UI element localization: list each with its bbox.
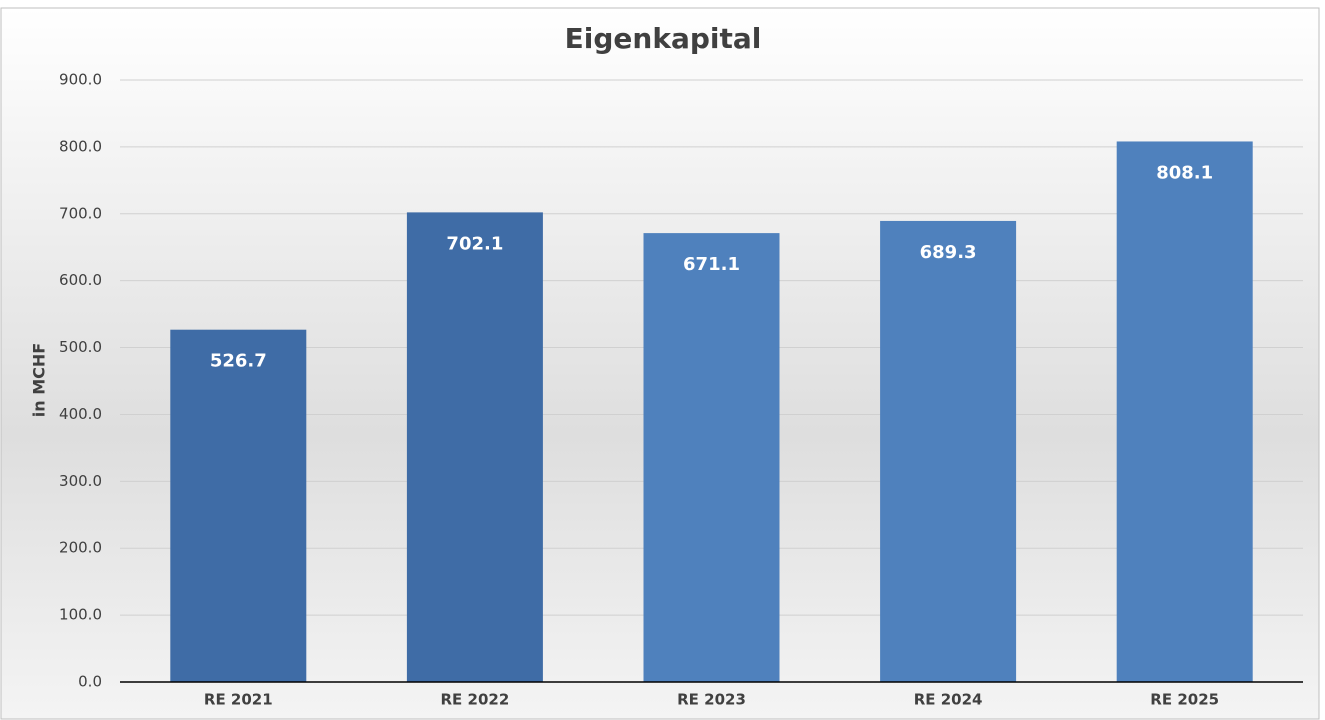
x-tick-label: RE 2024 — [914, 691, 983, 709]
x-tick-label: RE 2025 — [1150, 691, 1219, 709]
y-tick-label: 200.0 — [59, 539, 102, 557]
y-tick-label: 0.0 — [78, 673, 102, 691]
data-label: 671.1 — [683, 254, 740, 275]
data-label: 808.1 — [1156, 162, 1213, 183]
data-label: 702.1 — [446, 233, 503, 254]
chart-title: Eigenkapital — [565, 22, 762, 55]
data-label: 526.7 — [210, 351, 267, 372]
bar — [880, 220, 1017, 683]
y-tick-label: 100.0 — [59, 606, 102, 624]
y-tick-label: 700.0 — [59, 204, 102, 222]
x-tick-label: RE 2023 — [677, 691, 746, 709]
y-axis-label: in MCHF — [30, 343, 49, 417]
y-tick-label: 400.0 — [59, 405, 102, 423]
y-tick-label: 500.0 — [59, 338, 102, 356]
bar — [1116, 141, 1253, 682]
bar — [170, 329, 307, 682]
bar — [643, 233, 780, 682]
y-tick-label: 800.0 — [59, 137, 102, 155]
y-tick-label: 600.0 — [59, 271, 102, 289]
y-tick-label: 300.0 — [59, 472, 102, 490]
y-tick-label: 900.0 — [59, 71, 102, 89]
x-tick-label: RE 2022 — [441, 691, 510, 709]
x-tick-label: RE 2021 — [204, 691, 273, 709]
bar — [406, 212, 543, 682]
data-label: 689.3 — [920, 242, 977, 263]
